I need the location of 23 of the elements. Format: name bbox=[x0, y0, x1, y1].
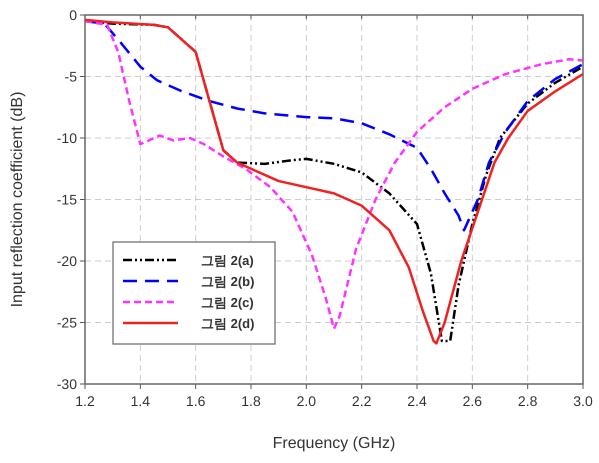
x-tick-label: 2.2 bbox=[352, 393, 372, 409]
x-tick-label: 1.8 bbox=[241, 393, 261, 409]
x-tick-label: 3.0 bbox=[573, 393, 593, 409]
x-tick-label: 2.0 bbox=[296, 393, 316, 409]
y-tick-label: -15 bbox=[56, 192, 78, 208]
x-tick-label: 1.2 bbox=[75, 393, 95, 409]
x-tick-label: 2.8 bbox=[518, 393, 538, 409]
x-tick-label: 2.4 bbox=[407, 393, 427, 409]
y-tick-label: 0 bbox=[69, 7, 78, 23]
legend-label: 그림 2(b) bbox=[201, 274, 254, 289]
y-tick-label: -25 bbox=[56, 314, 78, 330]
legend-label: 그림 2(c) bbox=[201, 295, 254, 310]
x-tick-label: 2.6 bbox=[462, 393, 482, 409]
y-axis-title: Input reflection coefficient (dB) bbox=[9, 92, 26, 308]
x-tick-label: 1.6 bbox=[186, 393, 206, 409]
x-axis-title: Frequency (GHz) bbox=[272, 435, 396, 452]
y-tick-label: -20 bbox=[56, 253, 78, 269]
y-tick-label: -30 bbox=[56, 376, 78, 392]
legend-label: 그림 2(a) bbox=[201, 253, 254, 268]
x-tick-label: 1.4 bbox=[130, 393, 150, 409]
y-tick-label: -10 bbox=[56, 130, 78, 146]
y-tick-label: -5 bbox=[64, 68, 78, 84]
legend-label: 그림 2(d) bbox=[201, 316, 254, 331]
